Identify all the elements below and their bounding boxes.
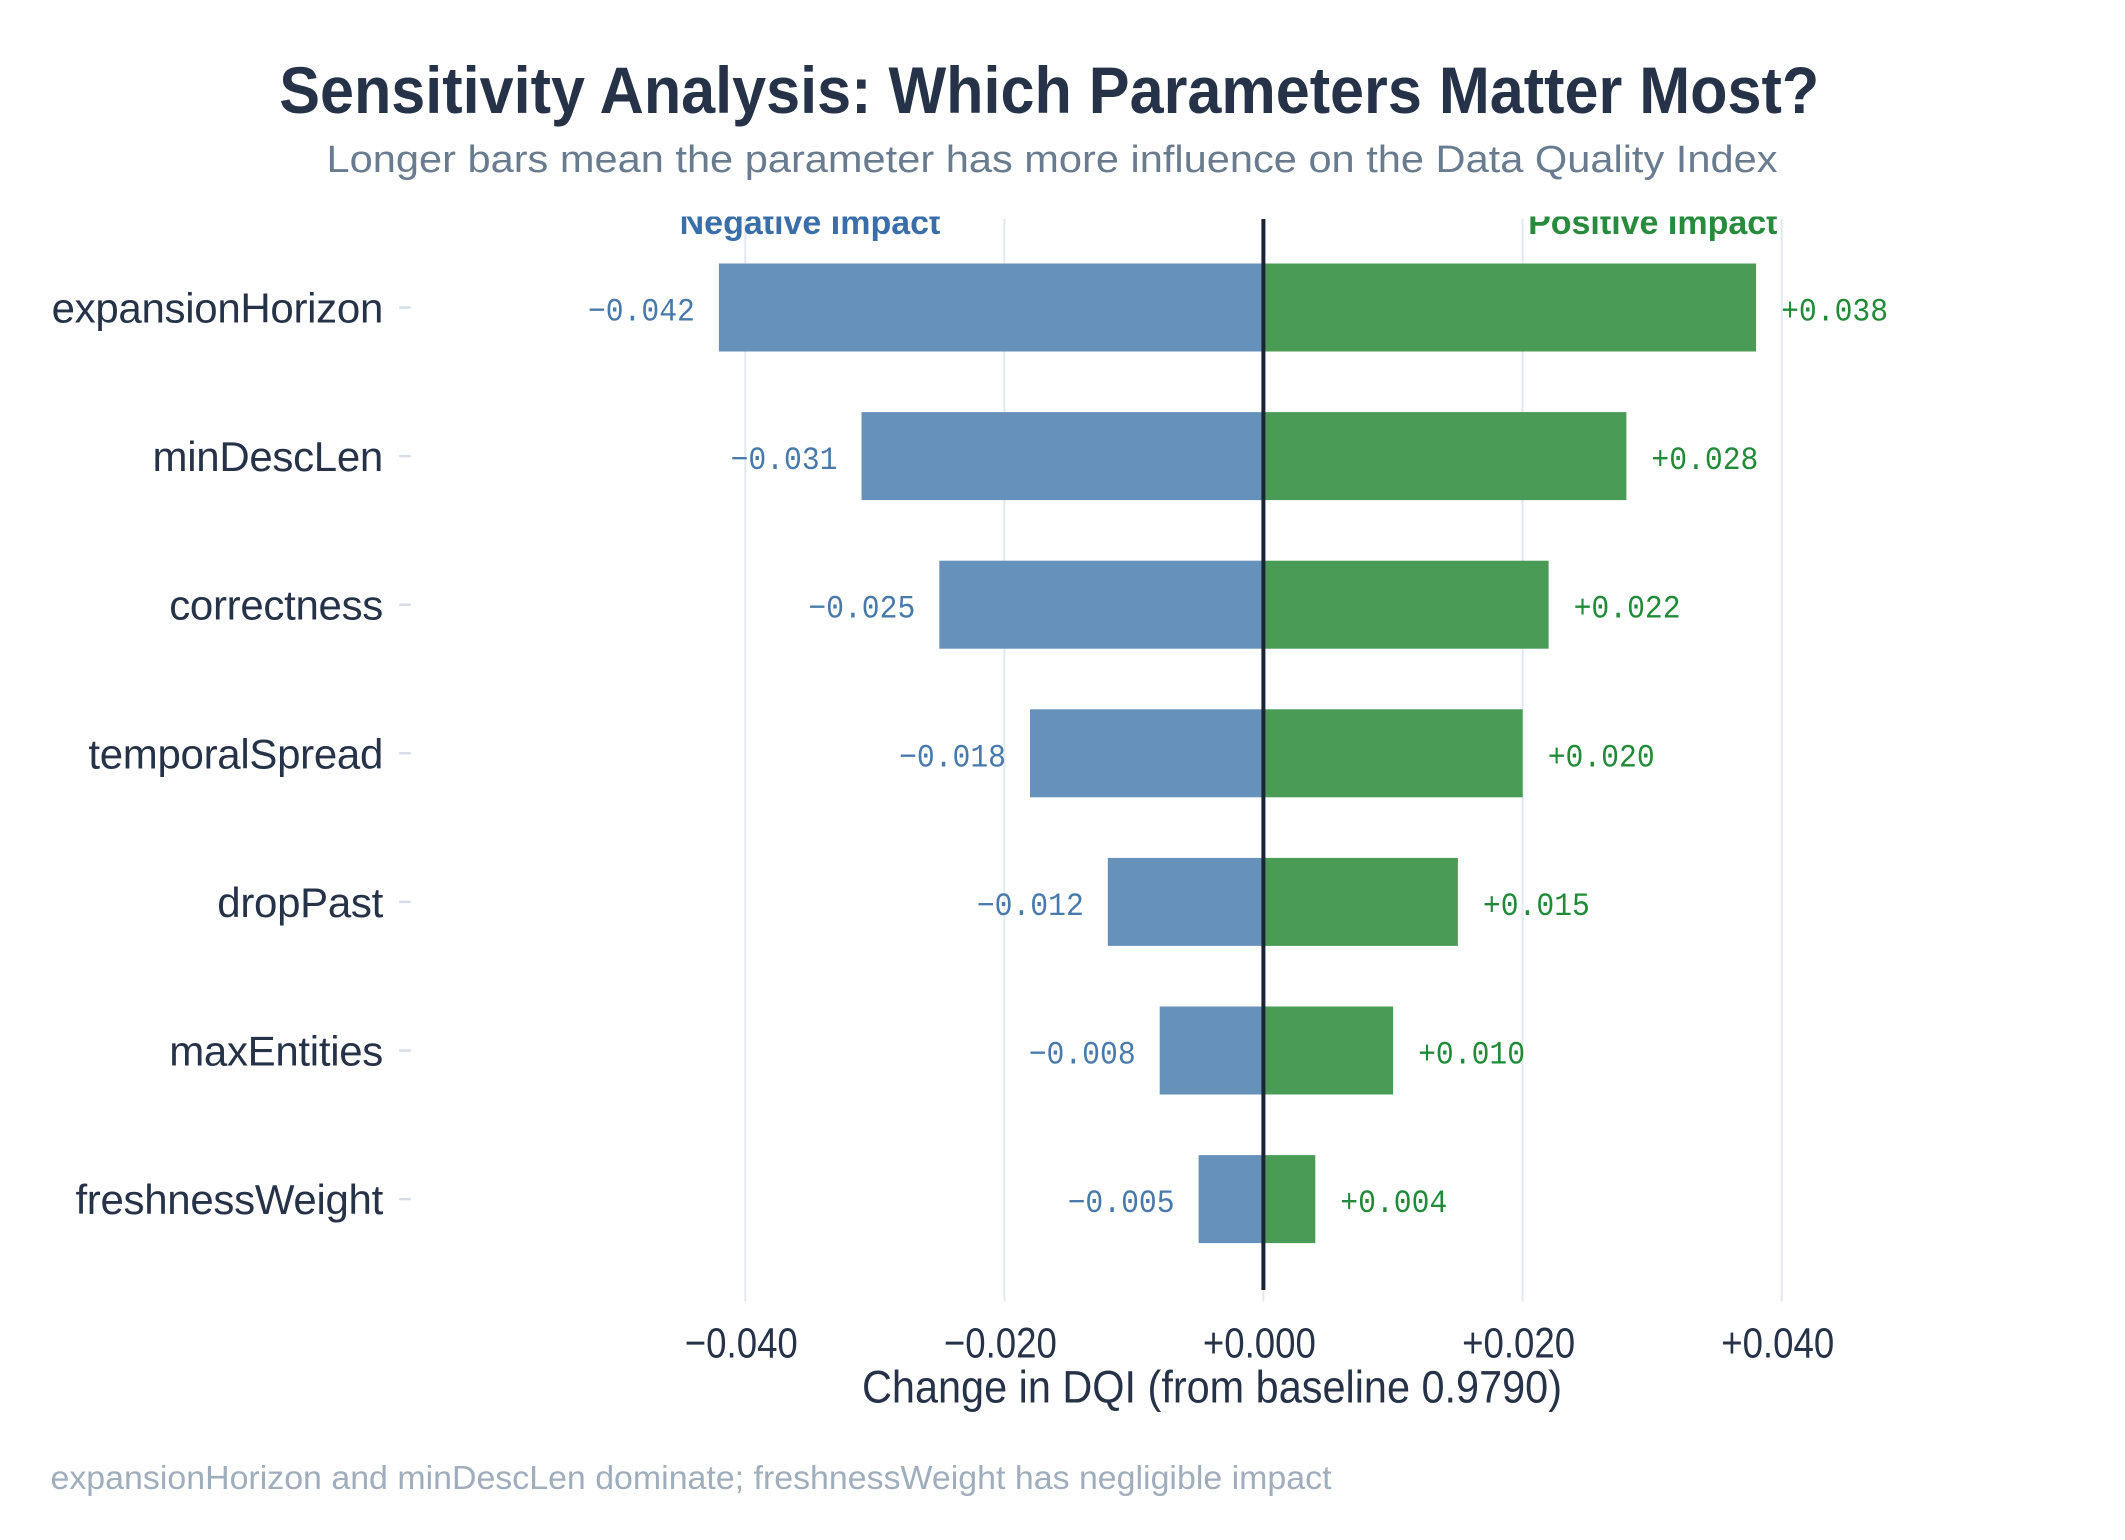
svg-text:−0.018: −0.018 (899, 739, 1006, 776)
svg-text:−0.020: −0.020 (944, 1320, 1057, 1368)
svg-text:+0.038: +0.038 (1781, 294, 1888, 331)
svg-text:−0.005: −0.005 (1068, 1185, 1175, 1222)
svg-text:minDescLen: minDescLen (153, 433, 383, 480)
svg-text:Negative Impact: Negative Impact (680, 204, 941, 242)
svg-text:+0.010: +0.010 (1418, 1037, 1525, 1074)
svg-text:temporalSpread: temporalSpread (88, 730, 383, 777)
svg-text:−0.012: −0.012 (977, 888, 1084, 925)
svg-text:−0.042: −0.042 (588, 294, 695, 331)
svg-text:−0.008: −0.008 (1029, 1037, 1136, 1074)
svg-text:+0.004: +0.004 (1340, 1185, 1447, 1222)
svg-text:+0.022: +0.022 (1574, 591, 1681, 628)
svg-text:correctness: correctness (169, 582, 383, 629)
svg-text:Sensitivity Analysis: Which Pa: Sensitivity Analysis: Which Parameters M… (279, 53, 1819, 127)
svg-text:+0.020: +0.020 (1462, 1320, 1575, 1368)
svg-text:Longer bars mean the parameter: Longer bars mean the parameter has more … (327, 139, 1778, 181)
svg-text:+0.015: +0.015 (1483, 888, 1590, 925)
svg-text:expansionHorizon and minDescLe: expansionHorizon and minDescLen dominate… (51, 1459, 1332, 1496)
svg-text:freshnessWeight: freshnessWeight (75, 1176, 383, 1223)
svg-text:+0.020: +0.020 (1548, 739, 1655, 776)
svg-text:−0.040: −0.040 (685, 1320, 798, 1368)
svg-text:expansionHorizon: expansionHorizon (52, 285, 383, 332)
svg-text:Positive Impact: Positive Impact (1528, 204, 1777, 242)
svg-text:Change in DQI (from baseline 0: Change in DQI (from baseline 0.9790) (862, 1362, 1562, 1413)
svg-text:dropPast: dropPast (217, 879, 383, 926)
svg-text:+0.000: +0.000 (1203, 1320, 1316, 1368)
svg-text:+0.028: +0.028 (1651, 442, 1758, 479)
svg-text:−0.031: −0.031 (731, 442, 838, 479)
svg-text:−0.025: −0.025 (808, 591, 915, 628)
svg-text:maxEntities: maxEntities (169, 1028, 383, 1075)
svg-text:+0.040: +0.040 (1721, 1320, 1834, 1368)
